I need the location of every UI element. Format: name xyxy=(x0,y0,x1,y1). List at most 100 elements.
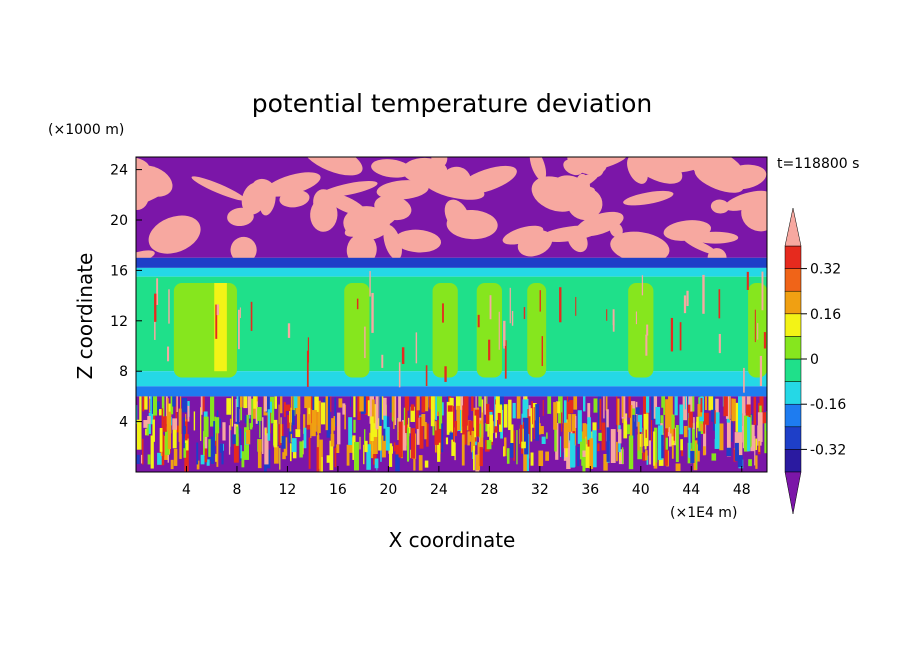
turbulent-streak xyxy=(758,441,761,452)
turbulent-streak xyxy=(478,396,482,407)
turbulent-streak xyxy=(397,417,399,441)
turbulent-streak xyxy=(388,446,393,454)
turbulent-streak xyxy=(136,419,142,450)
turbulent-streak xyxy=(353,419,356,433)
turbulent-streak xyxy=(661,396,665,408)
turbulent-streak xyxy=(203,416,209,437)
turbulent-streak xyxy=(437,442,441,462)
turbulent-streak xyxy=(693,417,695,430)
turbulent-streak xyxy=(146,420,149,436)
plume-streak xyxy=(743,367,745,393)
turbulent-streak xyxy=(587,439,590,447)
turbulent-streak xyxy=(246,414,249,444)
turbulent-streak xyxy=(585,436,590,468)
turbulent-streak xyxy=(296,407,301,429)
warm-anomaly-blob xyxy=(376,180,429,200)
turbulent-streak xyxy=(331,421,336,431)
turbulent-streak xyxy=(495,396,500,421)
turbulent-streak xyxy=(229,418,232,431)
turbulent-streak xyxy=(673,419,675,441)
turbulent-streak xyxy=(472,445,475,471)
turbulent-streak xyxy=(173,448,178,466)
plume-streak xyxy=(415,332,418,364)
turbulent-streak xyxy=(295,429,301,438)
colorbar-segment xyxy=(784,449,802,473)
turbulent-streak xyxy=(568,400,574,414)
turbulent-streak xyxy=(253,396,257,409)
turbulent-streak xyxy=(203,431,205,456)
turbulent-streak xyxy=(172,429,177,449)
turbulent-streak xyxy=(264,396,267,412)
turbulent-streak xyxy=(143,396,148,410)
turbulent-streak xyxy=(369,396,375,424)
plume-streak xyxy=(612,319,615,332)
turbulent-streak xyxy=(247,396,252,415)
turbulent-streak xyxy=(290,433,293,443)
turbulent-streak xyxy=(210,396,215,427)
turbulent-streak xyxy=(419,416,424,449)
turbulent-streak xyxy=(688,411,693,428)
turbulent-streak xyxy=(264,458,267,472)
turbulent-streak xyxy=(669,417,675,443)
x-tick-label: 16 xyxy=(329,482,347,498)
turbulent-streak xyxy=(152,419,155,442)
turbulent-streak xyxy=(402,419,407,451)
plume-streak xyxy=(381,354,384,368)
warm-anomaly-blob xyxy=(383,224,402,260)
turbulent-streak xyxy=(601,422,606,451)
turbulent-streak xyxy=(326,455,332,463)
colorbar-segment xyxy=(784,403,802,428)
turbulent-streak xyxy=(688,396,693,423)
turbulent-streak xyxy=(731,398,736,422)
turbulent-streak xyxy=(639,433,643,447)
turbulent-streak xyxy=(574,442,576,467)
weak-warm-column xyxy=(432,283,458,378)
turbulent-streak xyxy=(426,423,429,447)
warm-anomaly-blob xyxy=(567,228,588,253)
y-axis: 4 8 12 16 20 24 xyxy=(110,163,142,431)
turbulent-streak xyxy=(581,431,586,466)
warm-anomaly-blob xyxy=(567,157,607,175)
turbulent-streak xyxy=(753,396,757,425)
turbulent-streak xyxy=(384,426,390,451)
turbulent-streak xyxy=(621,447,624,464)
turbulent-streak xyxy=(486,403,490,424)
turbulent-streak xyxy=(152,396,158,416)
turbulent-streak xyxy=(675,424,679,463)
turbulent-streak xyxy=(637,414,643,432)
turbulent-streak xyxy=(653,431,656,466)
turbulent-streak xyxy=(510,424,514,444)
turbulent-streak xyxy=(164,426,170,455)
turbulent-streak xyxy=(474,415,477,438)
turbulent-streak xyxy=(606,409,609,442)
turbulent-streak xyxy=(748,459,752,467)
turbulent-streak xyxy=(150,396,154,425)
turbulent-streak xyxy=(363,429,366,445)
turbulent-streak xyxy=(363,444,365,465)
x-tick-label: 4 xyxy=(182,482,191,498)
turbulent-streak xyxy=(395,454,400,472)
warm-anomaly-blob xyxy=(374,195,412,221)
plume-streak xyxy=(489,295,492,320)
turbulent-streak xyxy=(703,422,706,434)
plume-streak xyxy=(215,304,218,339)
turbulent-streak xyxy=(382,397,387,421)
colorbar-under-arrow xyxy=(784,471,802,515)
turbulent-streak xyxy=(484,396,487,415)
turbulent-streak xyxy=(241,451,245,468)
y-unit-label: (×1000 m) xyxy=(48,122,124,138)
x-tick-label: 12 xyxy=(279,482,297,498)
plume-streak xyxy=(523,307,526,320)
warm-anomaly-blob xyxy=(325,192,367,216)
turbulent-streak xyxy=(196,460,200,470)
turbulent-streak xyxy=(432,424,435,436)
turbulent-streak xyxy=(764,423,767,454)
turbulent-streak xyxy=(295,396,301,415)
y-tick-label: 4 xyxy=(119,415,128,431)
turbulent-streak xyxy=(334,397,337,427)
turbulent-streak xyxy=(449,432,454,440)
colorbar-segment xyxy=(784,336,802,360)
turbulent-streak xyxy=(375,396,379,430)
turbulent-streak xyxy=(503,404,508,428)
y-tick-label: 20 xyxy=(110,213,128,229)
